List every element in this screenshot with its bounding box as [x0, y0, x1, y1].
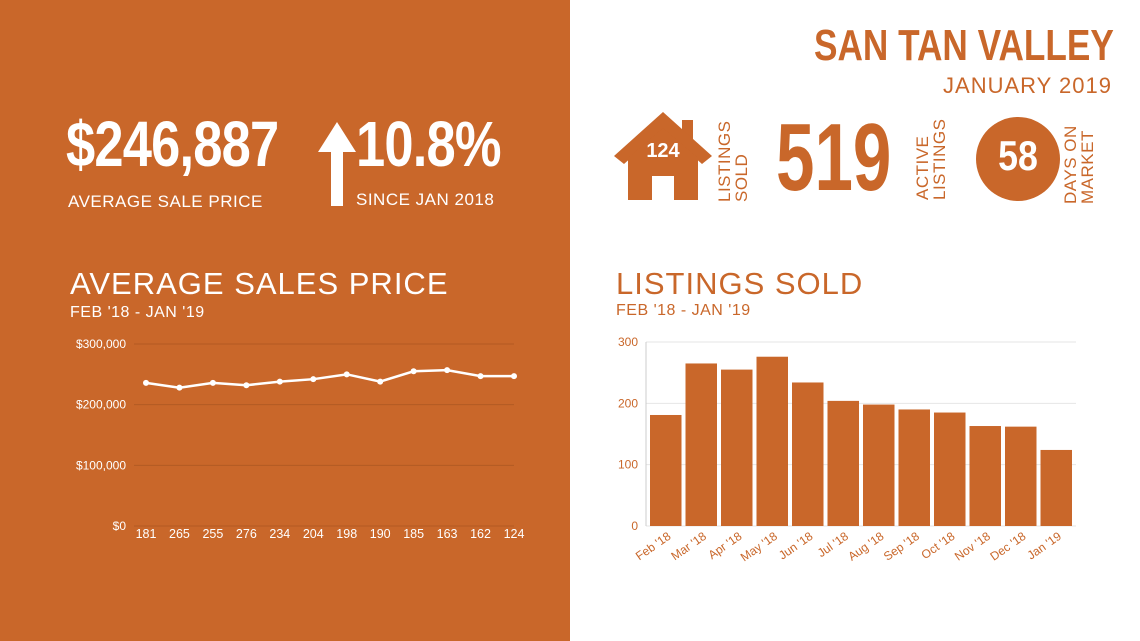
line-chart-xtick-label: 185 [403, 527, 424, 541]
bar-chart-bar [863, 404, 895, 526]
line-chart-subtitle: FEB '18 - JAN '19 [70, 304, 205, 321]
days-on-market-value: 58 [998, 132, 1038, 179]
bar-chart-ytick-label: 300 [618, 335, 638, 349]
line-chart-title: AVERAGE SALES PRICE [70, 266, 449, 301]
bar-chart-ytick-label: 200 [618, 396, 638, 410]
line-chart-point [176, 384, 183, 391]
listings-sold-label: LISTINGS SOLD [715, 120, 751, 202]
bar-chart-title: LISTINGS SOLD [616, 266, 864, 301]
change-pct-value: 10.8% [356, 108, 502, 180]
line-chart-point [444, 367, 451, 374]
bar-chart-bar [1040, 449, 1072, 526]
line-chart-xtick-label: 265 [169, 527, 190, 541]
line-chart-ytick-label: $200,000 [76, 398, 126, 412]
bar-chart-bar [721, 369, 753, 526]
line-chart-series-line [145, 368, 514, 389]
bar-chart-xtick-label: May '18 [738, 529, 780, 565]
bar-chart-xtick-label: Aug '18 [845, 529, 886, 564]
bar-chart-bar [934, 412, 966, 526]
average-sales-price-chart: $0 $100,000 $200,000 $300,000 181 265 255 276 23… [76, 337, 525, 541]
listings-sold-value: 124 [646, 140, 680, 162]
line-chart-xtick-label: 255 [202, 527, 223, 541]
bar-chart-xtick-label: Jun '18 [776, 529, 816, 563]
line-chart-point [377, 378, 384, 385]
line-chart-ytick-label: $300,000 [76, 337, 126, 351]
bar-chart-xtick-label: Jul '18 [815, 529, 851, 560]
bar-chart-bar [756, 356, 788, 526]
arrow-up-icon [318, 122, 356, 206]
bar-chart-xtick-label: Dec '18 [987, 529, 1028, 564]
days-on-market-label: DAYS ON MARKET [1061, 125, 1097, 204]
active-listings-value: 519 [776, 104, 892, 211]
bar-chart-xtick-label: Feb '18 [633, 529, 674, 563]
line-chart-ytick-label: $100,000 [76, 458, 126, 472]
average-price-label: AVERAGE SALE PRICE [68, 192, 263, 211]
house-icon [614, 112, 712, 200]
line-chart-point [310, 376, 317, 383]
line-chart-xtick-label: 276 [236, 527, 257, 541]
bar-chart-xtick-label: Mar '18 [668, 529, 709, 563]
line-chart-point [209, 379, 216, 386]
bar-chart-subtitle: FEB '18 - JAN '19 [616, 302, 751, 319]
line-chart-point [276, 378, 283, 385]
bar-chart-xtick-label: Apr '18 [706, 529, 745, 562]
line-chart-point [511, 373, 517, 380]
bar-chart-ytick-label: 100 [618, 458, 638, 472]
line-chart-point [143, 379, 149, 386]
bar-chart-bar [827, 400, 859, 526]
line-chart-xtick-label: 181 [136, 527, 157, 541]
bar-chart-bar [898, 409, 930, 526]
line-chart-xtick-label: 124 [504, 527, 525, 541]
bar-chart-xtick-label: Sep '18 [881, 529, 922, 564]
active-listings-label: ACTIVE LISTINGS [913, 118, 949, 200]
line-chart-xtick-label: 198 [336, 527, 357, 541]
city-title: SAN TAN VALLEY [814, 21, 1114, 70]
bar-chart-bar [792, 382, 824, 526]
bar-chart-ytick-label: 0 [631, 519, 638, 533]
line-chart-xtick-label: 163 [437, 527, 458, 541]
bar-chart-xtick-label: Oct '18 [919, 529, 958, 562]
line-chart-point [343, 371, 350, 378]
line-chart-point [243, 382, 250, 389]
bar-chart-xtick-label: Jan '19 [1025, 529, 1065, 563]
line-chart-xtick-label: 190 [370, 527, 391, 541]
bar-chart-xtick-label: Nov '18 [952, 529, 993, 564]
month-title: JANUARY 2019 [943, 73, 1112, 98]
bar-chart-bar [1005, 426, 1037, 526]
line-chart-xtick-label: 204 [303, 527, 324, 541]
line-chart-point [410, 368, 417, 375]
bar-chart-bar [969, 426, 1001, 526]
average-price-value: $246,887 [66, 108, 279, 180]
bar-chart-bar [685, 363, 717, 526]
line-chart-xtick-label: 234 [269, 527, 290, 541]
days-on-market-circle [976, 117, 1060, 201]
bar-chart-bar [650, 414, 682, 526]
line-chart-point [477, 373, 484, 380]
right-panel: SAN TAN VALLEY JANUARY 2019 124 LISTINGS… [570, 0, 1140, 641]
left-panel: $246,887 AVERAGE SALE PRICE 10.8% SINCE … [0, 0, 570, 641]
line-chart-xtick-label: 162 [470, 527, 491, 541]
line-chart-ytick-label: $0 [113, 519, 127, 533]
change-label: SINCE JAN 2018 [356, 190, 495, 209]
